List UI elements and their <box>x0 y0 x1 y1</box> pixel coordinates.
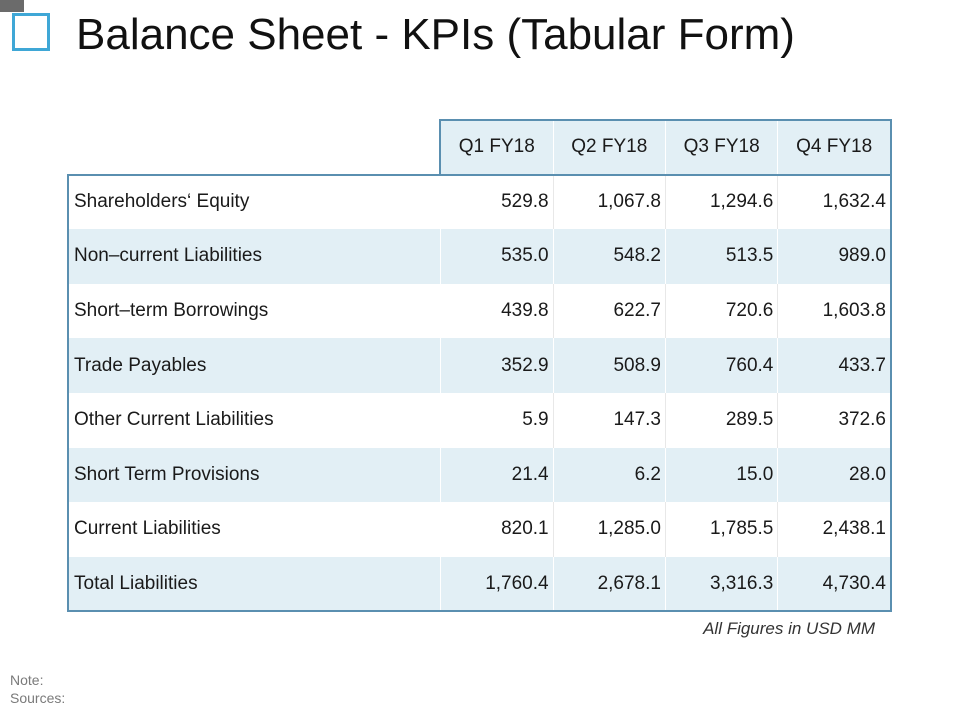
table-row: Other Current Liabilities 5.9 147.3 289.… <box>67 392 893 448</box>
column-header-q1: Q1 FY18 <box>438 119 554 176</box>
cell-value: 989.0 <box>777 229 893 284</box>
table-row: Trade Payables 352.9 508.9 760.4 433.7 <box>67 338 893 393</box>
row-label: Total Liabilities <box>67 556 441 613</box>
cell-value: 1,603.8 <box>777 283 893 339</box>
cell-value: 1,785.5 <box>664 502 778 557</box>
corner-mark <box>0 0 24 12</box>
row-label: Other Current Liabilities <box>67 392 441 448</box>
figures-footnote: All Figures in USD MM <box>703 619 875 638</box>
cell-value: 548.2 <box>552 229 666 284</box>
sources-label: Sources: <box>10 690 66 706</box>
cell-value: 6.2 <box>552 447 666 503</box>
row-label: Non–current Liabilities <box>67 229 441 284</box>
cell-value: 2,678.1 <box>552 556 666 613</box>
cell-value: 28.0 <box>777 447 893 503</box>
row-label: Short–term Borrowings <box>67 283 441 339</box>
table-row: Total Liabilities 1,760.4 2,678.1 3,316.… <box>67 556 893 613</box>
cell-value: 820.1 <box>439 502 554 557</box>
cell-value: 1,632.4 <box>777 174 893 230</box>
cell-value: 529.8 <box>439 174 554 230</box>
row-label: Short Term Provisions <box>67 447 441 503</box>
header-blank-cell <box>68 120 440 176</box>
cell-value: 372.6 <box>777 392 893 448</box>
cell-value: 147.3 <box>552 392 666 448</box>
page-title: Balance Sheet - KPIs (Tabular Form) <box>76 10 795 59</box>
cell-value: 4,730.4 <box>777 556 893 613</box>
table-row: Current Liabilities 820.1 1,285.0 1,785.… <box>67 502 893 557</box>
cell-value: 622.7 <box>552 283 666 339</box>
cell-value: 508.9 <box>552 338 666 393</box>
cell-value: 1,285.0 <box>552 502 666 557</box>
cell-value: 3,316.3 <box>664 556 778 613</box>
cell-value: 1,294.6 <box>664 174 778 230</box>
cell-value: 2,438.1 <box>777 502 893 557</box>
row-label: Current Liabilities <box>67 502 441 557</box>
row-label: Shareholders‘ Equity <box>67 174 441 230</box>
column-header-q4: Q4 FY18 <box>777 119 893 176</box>
cell-value: 5.9 <box>439 392 554 448</box>
table-row: Short Term Provisions 21.4 6.2 15.0 28.0 <box>67 447 893 503</box>
cell-value: 513.5 <box>664 229 778 284</box>
cell-value: 21.4 <box>439 447 554 503</box>
table-row: Shareholders‘ Equity 529.8 1,067.8 1,294… <box>67 174 893 230</box>
column-header-q3: Q3 FY18 <box>664 119 778 176</box>
cell-value: 352.9 <box>439 338 554 393</box>
table-row: Non–current Liabilities 535.0 548.2 513.… <box>67 229 893 284</box>
cell-value: 289.5 <box>664 392 778 448</box>
cell-value: 720.6 <box>664 283 778 339</box>
cell-value: 1,067.8 <box>552 174 666 230</box>
cell-value: 15.0 <box>664 447 778 503</box>
table-row: Short–term Borrowings 439.8 622.7 720.6 … <box>67 283 893 339</box>
title-square-icon <box>12 13 50 51</box>
cell-value: 1,760.4 <box>439 556 554 613</box>
table-header-row: Q1 FY18 Q2 FY18 Q3 FY18 Q4 FY18 <box>68 119 893 176</box>
cell-value: 433.7 <box>777 338 893 393</box>
note-label: Note: <box>10 672 44 688</box>
cell-value: 535.0 <box>439 229 554 284</box>
kpi-table: Q1 FY18 Q2 FY18 Q3 FY18 Q4 FY18 Sharehol… <box>67 119 893 613</box>
column-header-q2: Q2 FY18 <box>552 119 666 176</box>
cell-value: 760.4 <box>664 338 778 393</box>
cell-value: 439.8 <box>439 283 554 339</box>
row-label: Trade Payables <box>67 338 441 393</box>
